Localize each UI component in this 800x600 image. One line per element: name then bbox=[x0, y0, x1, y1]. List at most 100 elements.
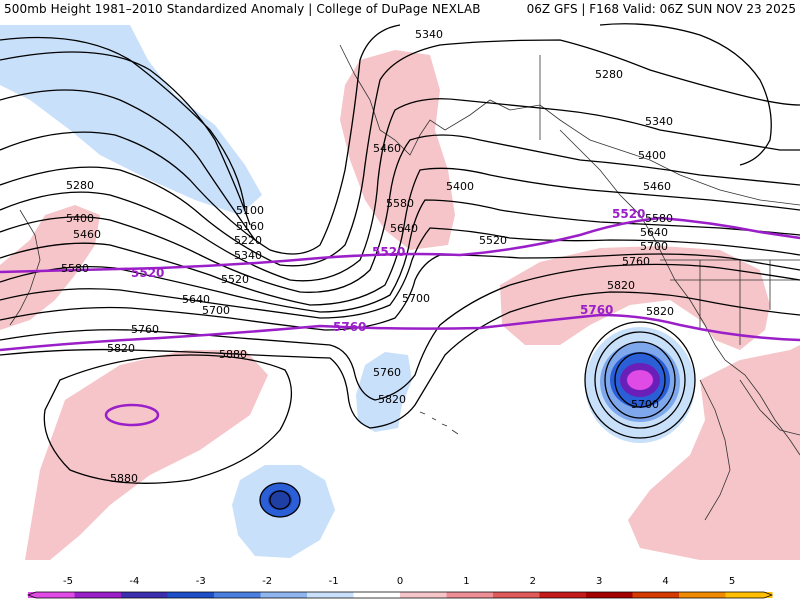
contour-label: 5640 bbox=[390, 222, 418, 235]
contour-label: 5820 bbox=[378, 393, 406, 406]
contour-label: 5700 bbox=[640, 240, 668, 253]
negative-anomaly-region-northwest bbox=[0, 25, 262, 215]
colorbar-swatch bbox=[28, 592, 75, 598]
colorbar-tick-label: -3 bbox=[196, 576, 206, 587]
contour-label-group: 5340 5280 5340 5400 5460 5280 5400 5460 … bbox=[61, 28, 674, 485]
colorbar-swatch bbox=[353, 592, 401, 598]
contour-label: 5400 bbox=[66, 212, 94, 225]
highlight-contours bbox=[0, 216, 800, 427]
contour-label: 5400 bbox=[446, 180, 474, 193]
colorbar-tick-label: 4 bbox=[662, 576, 668, 587]
negative-anomaly-region-east-low-peak bbox=[627, 370, 653, 390]
mexico-coastline bbox=[739, 379, 800, 436]
weather-map: 5340 5280 5340 5400 5460 5280 5400 5460 … bbox=[0, 18, 800, 576]
colorbar-swatch bbox=[632, 592, 680, 598]
low-contour-4 bbox=[614, 352, 666, 408]
contour-label: 5220 bbox=[234, 234, 262, 247]
contour-label: 5580 bbox=[386, 197, 414, 210]
colorbar-tick-labels: -5 -4 -3 -2 -1 0 1 2 3 4 5 bbox=[63, 576, 735, 587]
colorbar-outline bbox=[27, 591, 773, 599]
colorbar-tick-label: -1 bbox=[329, 576, 339, 587]
contour-5400 bbox=[0, 134, 800, 293]
model-run-info: 06Z GFS | F168 Valid: 06Z SUN NOV 23 202… bbox=[526, 2, 796, 16]
colorbar-swatch bbox=[307, 592, 354, 598]
colorbar-tick-label: 2 bbox=[530, 576, 536, 587]
highlight-contour-label: 5520 bbox=[612, 207, 645, 221]
colorbar-swatch bbox=[74, 592, 122, 598]
contour-label: 5580 bbox=[61, 262, 89, 275]
contour-label: 5100 bbox=[236, 204, 264, 217]
contour-5640 bbox=[0, 227, 800, 319]
contour-label: 5340 bbox=[645, 115, 673, 128]
contour-label: 5340 bbox=[234, 249, 262, 262]
low-contour-2 bbox=[594, 331, 686, 429]
contour-label: 5700 bbox=[202, 304, 230, 317]
contour-label: 5460 bbox=[73, 228, 101, 241]
positive-anomaly-region-west-edge bbox=[0, 205, 100, 330]
contour-5280 bbox=[0, 39, 800, 267]
highlight-contour-label: 5520 bbox=[372, 245, 405, 259]
low-contour-3 bbox=[604, 341, 676, 419]
anomaly-colorbar: -5 -4 -3 -2 -1 0 1 2 3 4 5 bbox=[0, 576, 800, 600]
colorbar-tick-label: 3 bbox=[596, 576, 602, 587]
contour-alaska-upper bbox=[599, 23, 772, 166]
contour-label: 5640 bbox=[182, 293, 210, 306]
contour-label: 5760 bbox=[373, 366, 401, 379]
colorbar-tick-label: 5 bbox=[729, 576, 735, 587]
colorbar-swatch bbox=[400, 592, 447, 598]
highlight-5520-contour bbox=[0, 216, 800, 274]
low-contour-outer bbox=[584, 321, 696, 439]
contour-label: 5400 bbox=[638, 149, 666, 162]
negative-anomaly-core-south-mid bbox=[268, 490, 292, 510]
contour-label: 5280 bbox=[595, 68, 623, 81]
south-low-contour bbox=[259, 482, 301, 518]
highlight-contour-label: 5760 bbox=[580, 303, 613, 317]
contour-5820 bbox=[0, 291, 800, 429]
highlight-contour-label: 5520 bbox=[131, 266, 164, 280]
positive-anomaly-region-southeast bbox=[628, 345, 800, 560]
highlight-contour-label: 5760 bbox=[333, 320, 366, 334]
contour-5700 bbox=[0, 253, 800, 331]
contour-label: 5520 bbox=[221, 273, 249, 286]
colorbar-tick-label: 0 bbox=[397, 576, 403, 587]
colorbar-tick-label: 1 bbox=[463, 576, 469, 587]
asia-coastline bbox=[9, 209, 41, 326]
colorbar-swatch bbox=[586, 592, 633, 598]
negative-anomaly-region-central-small bbox=[356, 352, 412, 432]
colorbar-swatch bbox=[214, 592, 261, 598]
south-low-contour-inner bbox=[269, 490, 291, 510]
highlight-label-group: 5520 5520 5520 5760 5760 bbox=[131, 207, 645, 334]
contour-label: 5700 bbox=[402, 292, 430, 305]
contour-5340-b bbox=[0, 98, 800, 282]
contour-5460 bbox=[0, 167, 800, 306]
colorbar-tick-label: -5 bbox=[63, 576, 73, 587]
contour-5220 bbox=[0, 89, 256, 241]
colorbar-swatch bbox=[167, 592, 215, 598]
contour-label: 5820 bbox=[607, 279, 635, 292]
contour-label: 5580 bbox=[645, 212, 673, 225]
contour-label: 5160 bbox=[236, 220, 264, 233]
colorbar-swatch bbox=[260, 592, 308, 598]
contour-5880-closed bbox=[43, 354, 293, 484]
colorbar-tick-label: -2 bbox=[262, 576, 272, 587]
contour-label: 5820 bbox=[107, 342, 135, 355]
map-header: 500mb Height 1981–2010 Standardized Anom… bbox=[0, 0, 800, 18]
contour-label: 5280 bbox=[66, 179, 94, 192]
contour-5580 bbox=[0, 199, 800, 313]
colorbar-swatch bbox=[121, 592, 168, 598]
map-title: 500mb Height 1981–2010 Standardized Anom… bbox=[4, 2, 481, 16]
contour-label: 5820 bbox=[646, 305, 674, 318]
colorbar-swatch bbox=[725, 592, 773, 598]
colorbar-tick-label: -4 bbox=[129, 576, 139, 587]
positive-anomaly-region-southwest bbox=[25, 350, 268, 560]
canada-coastline bbox=[559, 129, 800, 456]
contour-label: 5760 bbox=[131, 323, 159, 336]
contour-5160 bbox=[0, 51, 251, 226]
contour-5100 bbox=[0, 36, 246, 211]
contour-label: 5640 bbox=[640, 226, 668, 239]
contour-label: 5460 bbox=[373, 142, 401, 155]
contour-label: 5880 bbox=[219, 348, 247, 361]
us-state-borders bbox=[660, 259, 800, 345]
baja-coastline bbox=[699, 379, 731, 521]
colorbar-swatch bbox=[679, 592, 726, 598]
